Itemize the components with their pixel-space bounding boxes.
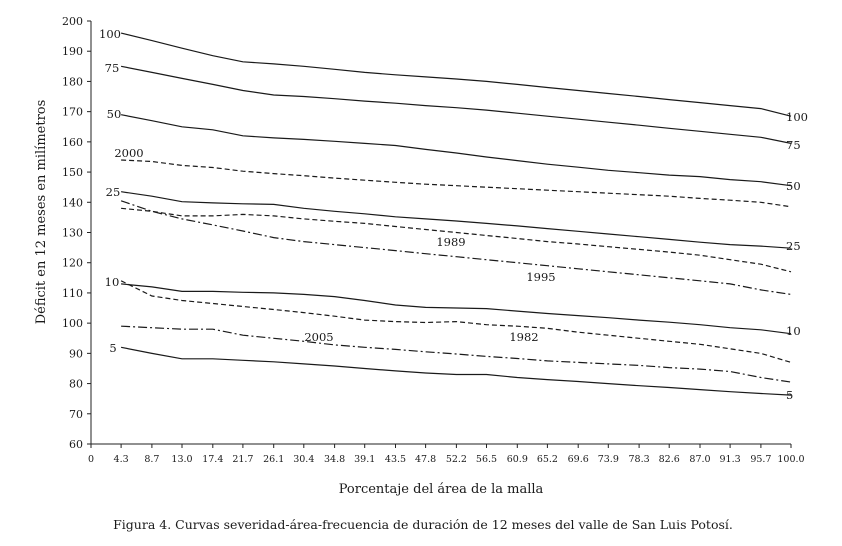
x-tick-label: 69.6 (568, 454, 589, 465)
y-tick-label: 60 (69, 438, 83, 451)
y-tick-label: 140 (62, 196, 83, 209)
curve-label-end-50: 50 (786, 179, 801, 193)
series-line-1982 (120, 280, 792, 363)
curve-label-end-1989: 1989 (436, 235, 465, 249)
series-line-1995 (120, 200, 792, 295)
x-tick-label: 60.9 (507, 454, 528, 465)
x-tick-label: 34.8 (324, 454, 345, 465)
x-axis-title: Porcentaje del área de la malla (339, 482, 544, 497)
y-tick-label: 70 (69, 408, 83, 421)
x-tick-label: 17.4 (202, 454, 223, 465)
y-tick-label: 160 (62, 136, 83, 149)
x-tick-label: 95.7 (750, 454, 771, 465)
x-tick-label: 30.4 (293, 454, 314, 465)
y-tick-label: 90 (69, 347, 83, 360)
y-tick-label: 170 (62, 106, 83, 119)
series-line-50 (120, 114, 792, 187)
x-tick-label: 78.3 (629, 454, 650, 465)
series-line-100 (120, 32, 792, 117)
x-tick-label: 87.0 (689, 454, 710, 465)
curve-label-end-2005: 2005 (304, 330, 333, 344)
y-tick-label: 110 (62, 287, 83, 300)
series-line-75 (120, 65, 792, 144)
curve-label-start-75: 75 (105, 61, 120, 75)
x-tick-label: 4.3 (114, 454, 129, 465)
x-tick-label: 0 (88, 454, 94, 465)
x-tick-label: 47.8 (415, 454, 436, 465)
curve-label-end-1995: 1995 (526, 270, 555, 284)
x-tick-label: 39.1 (354, 454, 375, 465)
y-axis-title: Déficit en 12 meses en milímetros (34, 100, 49, 325)
x-tick-label: 8.7 (144, 454, 159, 465)
curve-label-start-5: 5 (109, 341, 116, 355)
x-tick-label: 91.3 (720, 454, 741, 465)
x-tick-label: 13.0 (171, 454, 192, 465)
curve-label-end-10: 10 (786, 324, 801, 338)
series-line-2005 (121, 325, 792, 383)
chart-series-group (120, 32, 792, 396)
y-tick-label: 120 (62, 257, 83, 270)
x-tick-label: 26.1 (263, 454, 284, 465)
series-line-5 (120, 346, 792, 396)
curve-label-start-50: 50 (107, 107, 122, 121)
chart-axes: 6070809010011012013014015016017018019020… (62, 15, 805, 465)
curve-label-end-100: 100 (786, 110, 808, 124)
x-tick-label: 56.5 (476, 454, 497, 465)
x-tick-label: 43.5 (385, 454, 406, 465)
x-tick-label: 65.2 (537, 454, 558, 465)
figure-caption: Figura 4. Curvas severidad-área-frecuenc… (113, 517, 733, 532)
y-tick-label: 200 (62, 15, 83, 28)
curve-label-end-1982: 1982 (509, 330, 538, 344)
series-line-1989 (121, 207, 792, 273)
curve-label-end-75: 75 (786, 138, 801, 152)
curve-label-start-2000: 2000 (114, 146, 143, 160)
curve-label-end-5: 5 (786, 388, 793, 402)
curve-label-start-10: 10 (105, 275, 120, 289)
x-tick-label: 73.9 (598, 454, 619, 465)
curve-label-start-100: 100 (99, 27, 121, 41)
series-line-10 (121, 283, 792, 335)
y-tick-label: 150 (62, 166, 83, 179)
y-tick-label: 180 (62, 75, 83, 88)
series-line-25 (121, 191, 792, 249)
x-tick-label: 21.7 (232, 454, 253, 465)
y-tick-label: 80 (69, 378, 83, 391)
y-tick-label: 100 (62, 317, 83, 330)
x-tick-label: 52.2 (446, 454, 467, 465)
y-tick-label: 190 (62, 45, 83, 58)
x-tick-label: 100.0 (777, 454, 804, 465)
curve-label-start-25: 25 (106, 185, 121, 199)
series-line-2000 (121, 159, 792, 208)
chart-curve-labels: 100 100 75 75 50 50 2000 25 25 1989 1995 10 10 1982 20… (99, 27, 808, 402)
x-tick-label: 82.6 (659, 454, 680, 465)
curve-label-end-25: 25 (786, 239, 801, 253)
y-tick-label: 130 (62, 227, 83, 240)
